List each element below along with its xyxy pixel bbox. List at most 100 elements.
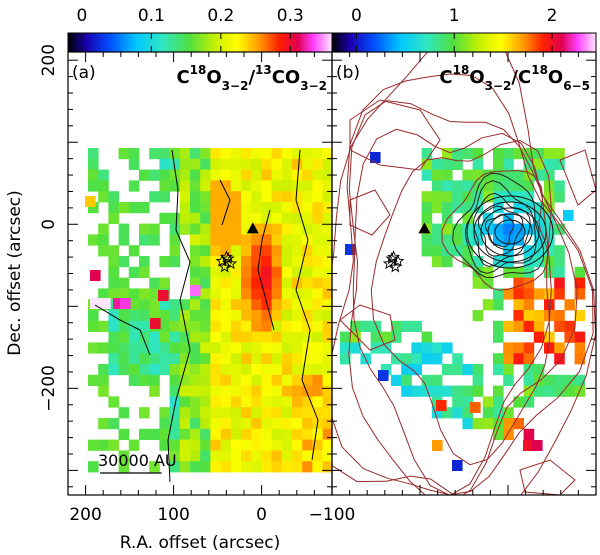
heatmap-cell (513, 223, 524, 235)
contour-line (519, 459, 576, 495)
heatmap-cell (503, 407, 514, 419)
heatmap-cell (322, 223, 332, 235)
heatmap-cell (210, 407, 221, 419)
heatmap-cell (220, 353, 232, 365)
heatmap-cell (271, 374, 283, 386)
contour-line (480, 207, 540, 257)
heatmap-cell (431, 202, 443, 214)
heatmap-cell (312, 310, 323, 322)
heatmap-cell (513, 310, 524, 322)
heatmap-cell (271, 450, 283, 462)
heatmap-cell (190, 285, 201, 296)
heatmap-cell (159, 169, 170, 181)
heatmap-cell (230, 450, 242, 462)
heatmap-cell (523, 277, 535, 289)
heatmap-cell (108, 256, 119, 268)
heatmap-cell (169, 245, 181, 257)
heatmap-cell (574, 353, 586, 365)
heatmap-cell (302, 418, 313, 430)
heatmap-cell (523, 148, 535, 160)
heatmap-cell (431, 191, 443, 203)
axis-tick-labels: 200 0 −200 200 100 0 (39, 44, 267, 525)
heatmap-cell (292, 428, 303, 440)
heatmap-cell (312, 385, 323, 397)
heatmap-cell (220, 191, 232, 203)
heatmap-cell (220, 148, 232, 160)
heatmap-cell (493, 396, 504, 408)
heatmap-cell (210, 396, 221, 408)
heatmap-cell (159, 439, 170, 451)
heatmap-cell (340, 331, 351, 343)
heatmap-cell (230, 331, 242, 343)
heatmap-cell (411, 342, 422, 354)
heatmap-cell (462, 407, 473, 419)
heatmap-cell (533, 320, 545, 332)
heatmap-cell (230, 418, 242, 430)
heatmap-cell (523, 299, 535, 311)
heatmap-cell (220, 461, 232, 473)
heatmap-cell (302, 169, 313, 181)
heatmap-cell (200, 428, 211, 440)
heatmap-cell (431, 169, 443, 181)
heatmap-cell (128, 148, 140, 160)
heatmap-cell (281, 353, 293, 365)
heatmap-cell (482, 212, 494, 224)
heatmap-cell (271, 202, 283, 214)
heatmap-cell (442, 202, 453, 214)
heatmap-cell (472, 385, 484, 397)
heatmap-cell (149, 310, 160, 322)
heatmap-cell (401, 374, 412, 386)
heatmap-cell (210, 148, 221, 160)
heatmap-cell (139, 299, 150, 311)
heatmap-cell (108, 418, 119, 430)
heatmap-cell (322, 266, 332, 278)
heatmap-cell (292, 450, 303, 462)
heatmap-cell (108, 266, 119, 278)
heatmap-cell (118, 288, 130, 300)
heatmap-cell (493, 407, 504, 419)
heatmap-cell (281, 396, 293, 408)
heatmap-cell (200, 191, 211, 203)
heatmap-cell (100, 298, 111, 309)
heatmap-cell (230, 353, 242, 365)
heatmap-cell (544, 245, 555, 257)
heatmap-cell (452, 353, 463, 365)
heatmap-cell (128, 439, 140, 451)
heatmap-cell (302, 450, 313, 462)
heatmap-cell (169, 256, 181, 268)
heatmap-cell (523, 288, 535, 300)
heatmap-cell (261, 202, 272, 214)
heatmap-cell (210, 331, 221, 343)
contour-line (349, 99, 441, 171)
heatmap-cell (292, 461, 303, 473)
heatmap-cell (322, 331, 332, 343)
heatmap-cell (190, 202, 201, 214)
heatmap-cell (431, 180, 443, 192)
heatmap-cell (380, 364, 392, 376)
heatmap-cell (523, 169, 535, 181)
heatmap-cell (312, 374, 323, 386)
heatmap-cell (322, 148, 332, 160)
x-tick-label: 200 (69, 505, 101, 525)
heatmap-cell (421, 169, 433, 181)
heatmap-cell (230, 320, 242, 332)
contour-line (257, 209, 275, 331)
contour-line (464, 180, 537, 274)
heatmap-cell (554, 148, 565, 160)
heatmap-cell (98, 169, 109, 181)
heatmap-cell (292, 385, 303, 397)
heatmap-cell (113, 298, 124, 309)
heatmap-cells-b (340, 148, 586, 471)
heatmap-cell (302, 223, 313, 235)
heatmap-cell (322, 212, 332, 224)
colorbar-a (67, 32, 333, 53)
heatmap-cell (200, 202, 211, 214)
heatmap-cell (493, 169, 504, 181)
heatmap-cell (108, 191, 119, 203)
heatmap-cell (503, 428, 514, 440)
heatmap-cell (230, 342, 242, 354)
heatmap-cell (261, 353, 272, 365)
heatmap-cell (493, 428, 504, 440)
heatmap-cell (179, 180, 191, 192)
heatmap-cell (210, 428, 221, 440)
